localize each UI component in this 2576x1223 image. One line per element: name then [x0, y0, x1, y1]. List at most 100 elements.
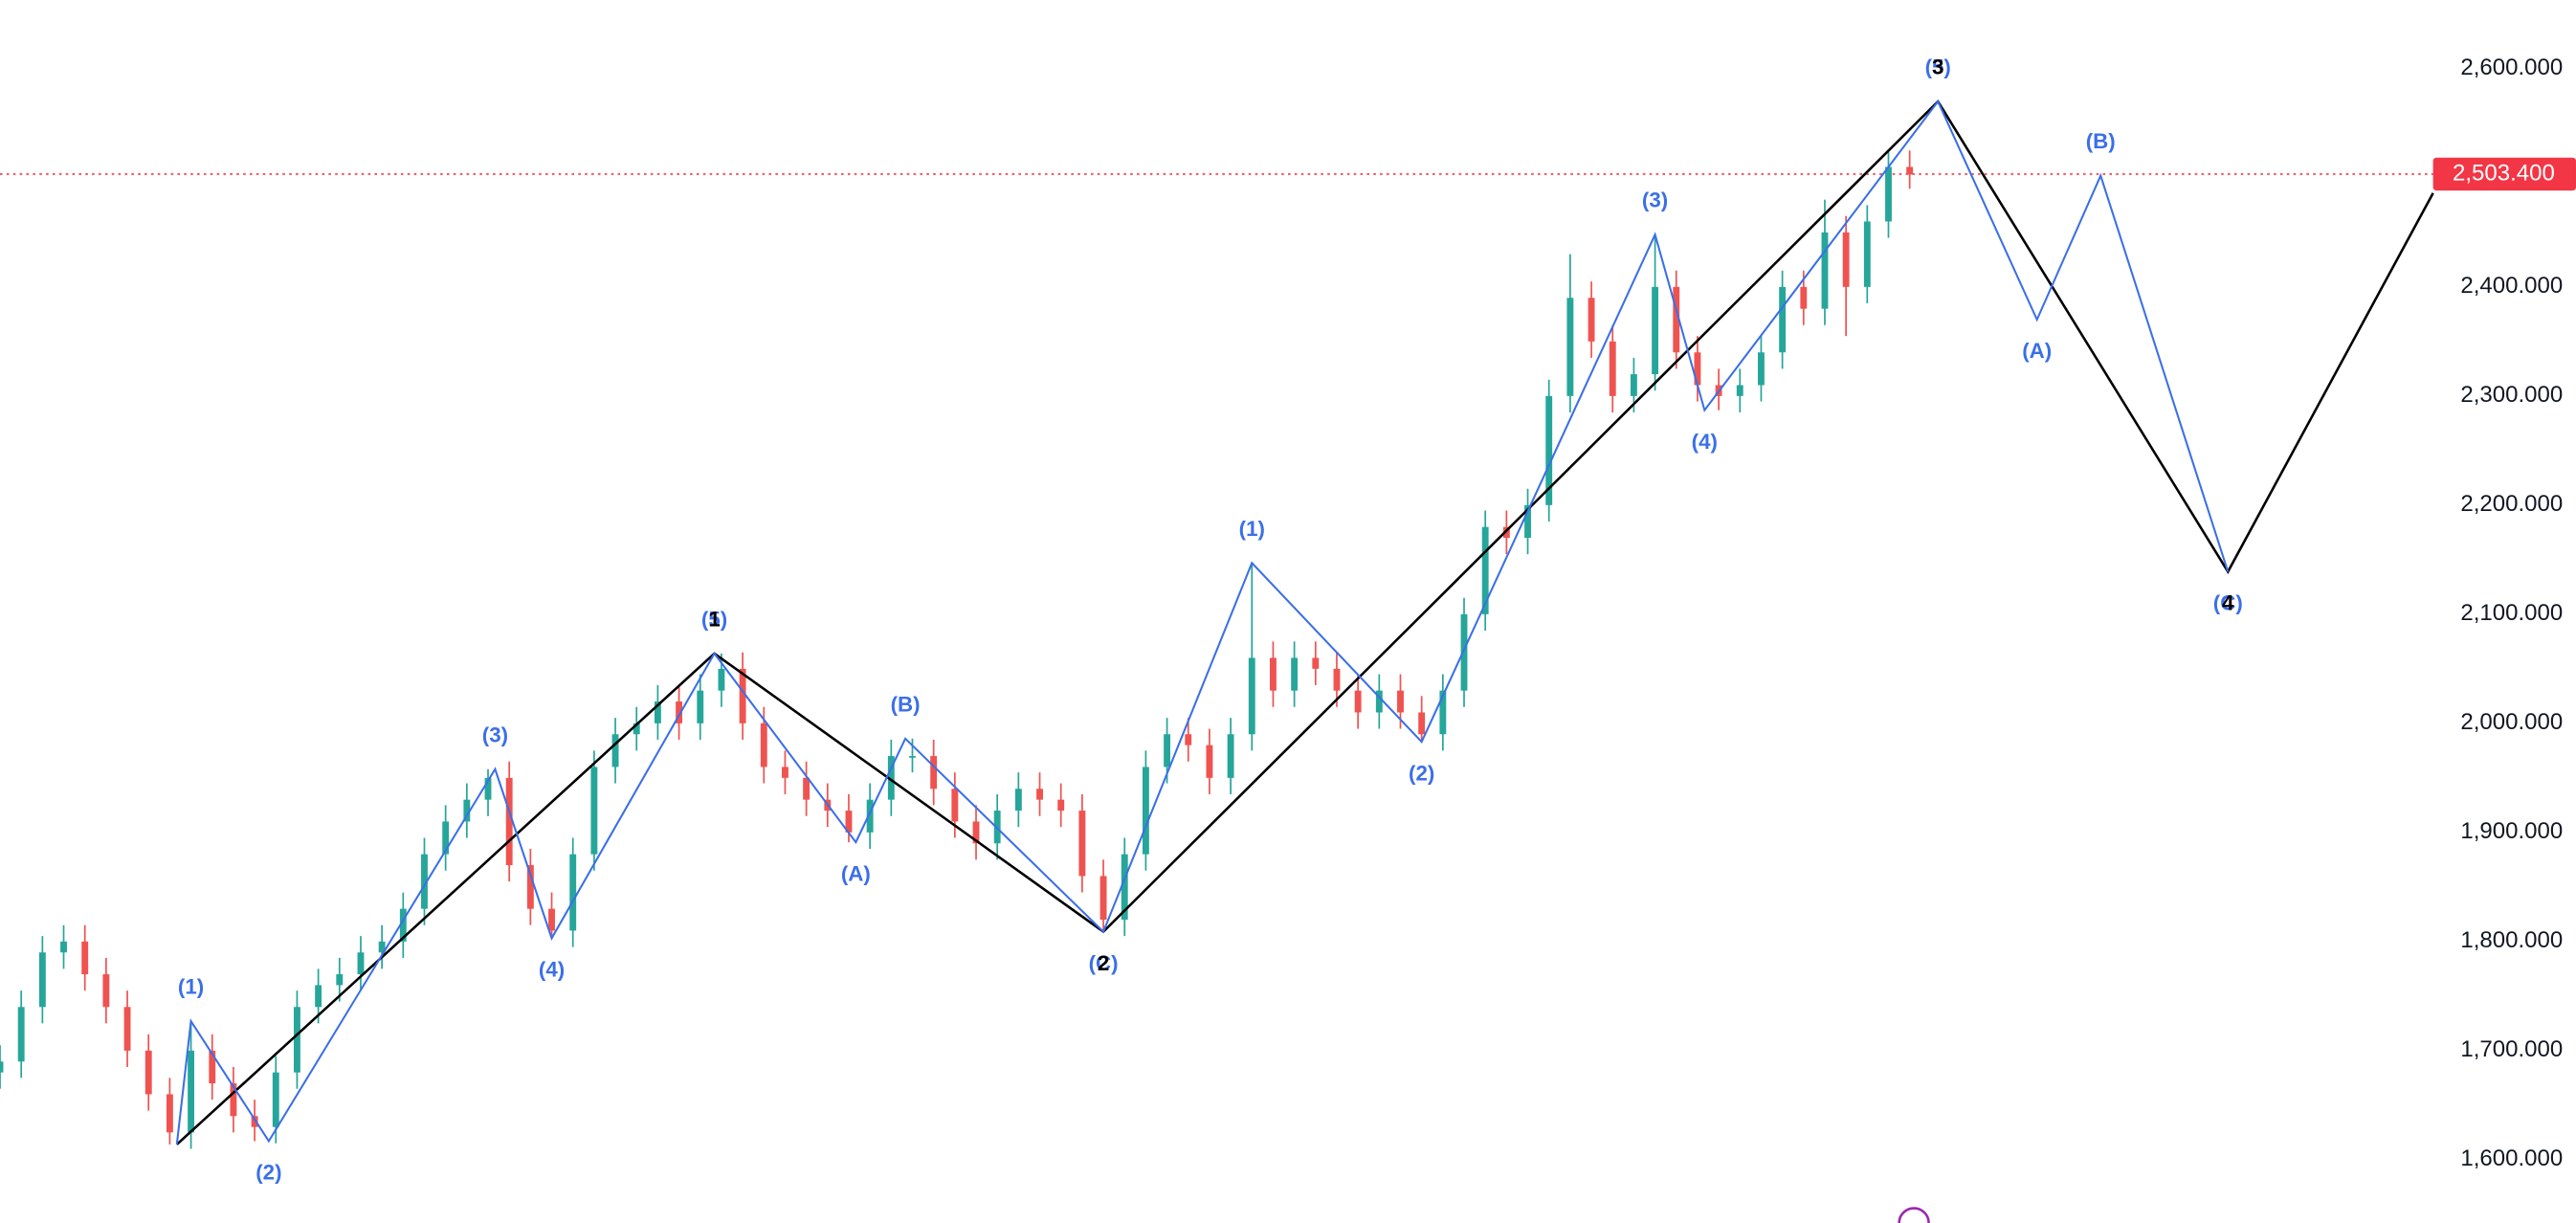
y-tick-label: 2,600.000 — [2460, 55, 2563, 80]
candle-body — [1270, 657, 1277, 691]
candle-body — [123, 1007, 131, 1051]
candle-body — [272, 1072, 279, 1127]
y-tick-label: 2,200.000 — [2460, 491, 2563, 517]
wave-line — [175, 100, 2230, 1145]
candle-body — [144, 1050, 152, 1095]
candle-body — [1736, 385, 1743, 396]
wave-label: 3 — [1932, 56, 1943, 79]
candle-body — [1375, 690, 1383, 713]
candle-body — [336, 974, 344, 986]
candle-body — [251, 1116, 258, 1127]
y-tick-label: 2,300.000 — [2460, 382, 2563, 408]
wave-label: (1) — [178, 975, 204, 999]
candle-body — [17, 1007, 25, 1062]
candle-body — [1312, 657, 1320, 669]
y-tick-label: 1,600.000 — [2460, 1145, 2563, 1171]
candle-body — [1057, 799, 1065, 812]
candle-body — [633, 723, 640, 735]
candle-body — [1164, 734, 1171, 767]
candle-body — [294, 1007, 300, 1073]
candle-body — [909, 756, 916, 758]
candle-body — [1036, 789, 1043, 800]
candle-body — [1354, 690, 1362, 713]
marker-circle — [1898, 1207, 1930, 1223]
candle-body — [421, 854, 428, 909]
candle-body — [1206, 745, 1213, 778]
candle-body — [1142, 767, 1149, 855]
y-tick-label: 2,400.000 — [2460, 273, 2563, 299]
y-tick-label: 1,800.000 — [2460, 927, 2563, 953]
candle-body — [1673, 286, 1680, 353]
candle-body — [166, 1094, 173, 1133]
candle-body — [38, 952, 46, 1008]
last-price-label: 2,503.400 — [2453, 160, 2555, 186]
y-tick-label: 1,900.000 — [2460, 818, 2563, 844]
last-price-box — [2432, 157, 2576, 191]
candle-body — [590, 767, 598, 855]
candle-body — [718, 668, 725, 691]
candle-body — [230, 1083, 237, 1117]
candle-body — [81, 941, 89, 975]
wave-label: (B) — [2086, 129, 2116, 153]
candle-body — [0, 1061, 4, 1073]
candle-body — [1906, 167, 1914, 175]
candle-body — [760, 723, 767, 767]
candle-body — [1863, 221, 1871, 287]
candle-body — [803, 777, 811, 800]
candle-body — [548, 908, 555, 931]
candle-body — [505, 777, 513, 866]
candle-body — [845, 811, 853, 833]
candle-body — [399, 908, 407, 942]
candle-body — [60, 941, 67, 953]
candle-body — [930, 756, 938, 789]
wave-label: (3) — [1642, 189, 1668, 212]
candle-body — [951, 789, 959, 822]
wave-label: (1) — [1239, 517, 1265, 541]
candle-body — [1333, 668, 1341, 691]
wave-label: (5) — [701, 607, 727, 631]
candle-body — [1609, 341, 1616, 396]
wave-label: 1 — [708, 607, 720, 631]
wave-label: (A) — [841, 861, 871, 885]
candle-body — [315, 985, 322, 1008]
candle-body — [102, 974, 110, 1008]
wave-label: (C) — [1089, 951, 1119, 975]
wave-label: (3) — [482, 723, 508, 746]
wave-label: 4 — [2222, 591, 2234, 615]
candle-body — [1588, 298, 1595, 342]
candle-body — [357, 952, 365, 975]
candle-body — [1460, 613, 1468, 691]
candle-body — [1227, 734, 1234, 778]
candle-body — [866, 799, 874, 833]
wave-label: (4) — [539, 958, 565, 982]
candle-body — [378, 941, 386, 953]
candle-body — [1248, 657, 1255, 735]
candle-body — [1758, 352, 1765, 386]
candle-body — [484, 777, 492, 800]
candle-body — [1630, 374, 1637, 396]
candle-body — [676, 701, 683, 723]
candle-body — [188, 1050, 195, 1133]
wave-label: (2) — [255, 1161, 281, 1185]
candle-body — [1439, 690, 1447, 735]
wave-label: (4) — [1692, 430, 1718, 454]
candle-body — [1397, 690, 1404, 713]
candle-body — [1014, 789, 1022, 812]
candle-body — [739, 668, 746, 723]
wave-line — [175, 99, 2434, 1145]
candle-body — [1291, 657, 1299, 691]
candle-body — [1885, 167, 1892, 222]
candle-body — [1121, 854, 1128, 921]
candle-body — [1652, 286, 1659, 375]
y-tick-label: 2,100.000 — [2460, 600, 2563, 626]
candle-body — [1842, 232, 1850, 287]
wave-label: (C) — [2213, 591, 2243, 615]
candle-body — [1078, 811, 1086, 877]
candle-body — [463, 799, 471, 822]
candle-body — [526, 865, 534, 909]
wave-label: (5) — [1925, 56, 1951, 79]
y-tick-label: 1,700.000 — [2460, 1036, 2563, 1062]
candle-body — [1099, 876, 1107, 921]
candle-body — [442, 821, 450, 855]
